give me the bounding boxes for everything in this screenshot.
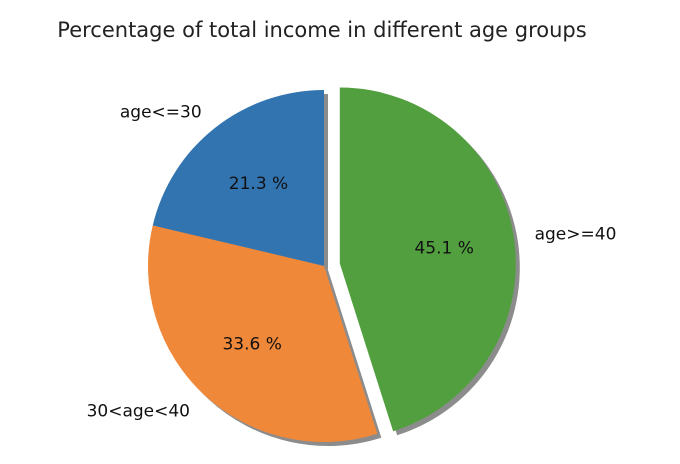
pct-label-age-40: 45.1 % [414,238,473,258]
pct-label-age-30: 21.3 % [229,174,288,194]
slice-labels: 21.3 % age<=30 33.6 % 30<age<40 45.1 % age>=4… [87,102,617,421]
slice-label-age-40: age>=40 [535,224,617,244]
pie-slice-30-age-40 [147,225,378,442]
pie-slice-age-40 [339,87,516,432]
slice-label-30-age-40: 30<age<40 [87,402,190,422]
chart-title: Percentage of total income in different … [57,18,586,42]
slice-label-age-30: age<=30 [120,102,202,122]
pct-label-30-age-40: 33.6 % [222,334,281,354]
pie-slice-age-30 [152,90,324,266]
pie-slices [147,87,516,442]
